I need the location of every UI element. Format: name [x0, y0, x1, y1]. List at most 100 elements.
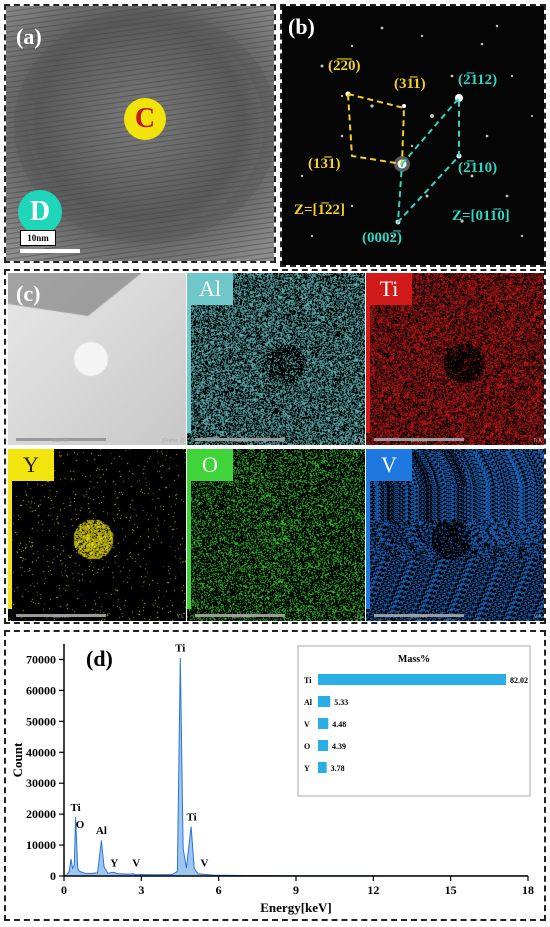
mass-inset-box — [297, 645, 531, 797]
spot-220-label: (2̅2̅0) — [328, 58, 361, 74]
panel-a: (a) C D 10nm — [4, 4, 276, 263]
mass-inset-bar — [318, 696, 331, 707]
panel-d-letter: (d) — [86, 646, 113, 671]
element-label: O — [187, 449, 233, 481]
element-label: V — [366, 449, 412, 481]
scale-label: 100 nm — [231, 614, 249, 620]
zone-axis-left: Z=[1̅22] — [294, 202, 346, 218]
panel-c-letter: (c) — [16, 281, 41, 306]
panel-b-letter: (b) — [288, 14, 315, 39]
scale-label: 100 nm — [52, 438, 70, 444]
spot-0002-label: (0002̅) — [362, 230, 402, 246]
region-d-label: D — [29, 196, 51, 227]
peak-label: V — [201, 858, 209, 870]
eds-map-tile: Y 100 nm Y L — [8, 449, 186, 621]
scale-bar — [195, 614, 285, 617]
peak-label: O — [76, 819, 85, 831]
mass-inset-category: Ti — [304, 676, 312, 685]
color-strip — [8, 481, 12, 609]
element-label: Y — [8, 449, 54, 481]
scale-bar — [374, 438, 464, 441]
scale-label: 100 nm — [52, 614, 70, 620]
mass-inset-value: 82.02 — [510, 676, 528, 685]
peak-label: Ti — [186, 811, 196, 823]
peak-label: Ti — [70, 802, 80, 814]
eds-map-tile: Ti 100 nm Ti K — [366, 273, 544, 445]
x-tick-label: 3 — [138, 883, 144, 897]
panel-a-letter: (a) — [16, 24, 42, 49]
element-label: Ti — [366, 273, 412, 305]
color-strip — [366, 305, 370, 433]
peak-label: Ti — [175, 643, 185, 655]
panel-c: 100 nm (Frame 1) Al 100 nm Al K Ti 100 nm Ti K Y… — [4, 269, 546, 624]
x-tick-label: 0 — [61, 883, 67, 897]
mass-inset-value: 4.48 — [332, 720, 346, 729]
zone-axis-right: Z=[011̅0] — [452, 208, 510, 224]
spot-2112-label: (2̅112) — [458, 72, 498, 88]
x-tick-label: 6 — [216, 883, 222, 897]
scale-bar — [20, 249, 80, 253]
tile-tag: (Frame 1) — [162, 438, 184, 444]
mass-inset-bar — [318, 762, 327, 773]
eds-spectrum-chart: 0 3 6 9 12 15 18 0 10000 20000 30000 40000 50000 6000… — [10, 643, 534, 915]
x-axis-label: Energy[keV] — [260, 900, 332, 915]
y-tick-label: 10000 — [26, 838, 56, 852]
cyan-parallelogram — [396, 95, 460, 225]
y-tick-label: 60000 — [26, 683, 56, 697]
color-strip — [366, 481, 370, 609]
panel-d: 0 3 6 9 12 15 18 0 10000 20000 30000 40000 50000 6000… — [4, 630, 546, 921]
scale-label: 100 nm — [231, 438, 249, 444]
region-d-marker: D — [18, 190, 62, 234]
y-tick-label: 30000 — [26, 776, 56, 790]
scale-bar — [195, 438, 285, 441]
y-tick-label: 0 — [50, 869, 56, 883]
spectrum-line — [63, 657, 528, 877]
scale-bar — [374, 614, 464, 617]
tile-tag: Y L — [176, 614, 184, 620]
scale-bar — [16, 614, 106, 617]
mass-inset-value: 5.33 — [334, 698, 348, 707]
y-tick-label: 70000 — [26, 652, 56, 666]
tile-tag: V K — [533, 614, 542, 620]
peak-label: Y — [110, 858, 118, 870]
diffraction-pattern — [282, 6, 544, 265]
element-label: Al — [187, 273, 233, 305]
tile-tag: Ti K — [533, 438, 542, 444]
mass-inset-bar — [318, 674, 506, 685]
mass-inset-category: V — [304, 720, 310, 729]
scale-bar-box: 10nm — [20, 230, 56, 246]
x-tick-label: 18 — [522, 883, 534, 897]
peak-label: Al — [96, 825, 107, 837]
x-tick-label: 12 — [367, 883, 379, 897]
spot-2110-label: (2̅110) — [458, 160, 498, 176]
mass-inset-value: 3.78 — [331, 764, 345, 773]
color-strip — [187, 481, 191, 609]
mass-inset-category: O — [304, 742, 310, 751]
scale-bar — [16, 438, 106, 441]
region-c-marker: C — [124, 98, 166, 140]
haadf-image — [8, 273, 186, 445]
panel-b: (b) (2̅2̅0) (31̅1) (13̅1) (2̅112) (2̅110… — [280, 4, 546, 267]
color-strip — [187, 305, 191, 433]
region-c-label: C — [134, 103, 156, 134]
mass-inset-category: Al — [304, 698, 313, 707]
mass-inset-bar — [318, 740, 329, 751]
scale-label: 100 nm — [410, 438, 428, 444]
y-tick-label: 20000 — [26, 807, 56, 821]
x-tick-label: 9 — [293, 883, 299, 897]
eds-map-tile: V 100 nm V K — [366, 449, 544, 621]
mass-inset-value: 4.39 — [332, 742, 346, 751]
mass-inset-category: Y — [304, 764, 310, 773]
eds-map-tile: 100 nm (Frame 1) — [8, 273, 186, 445]
scale-label: 100 nm — [410, 614, 428, 620]
eds-map-tile: O 100 nm O K — [187, 449, 365, 621]
mass-inset-title: Mass% — [398, 654, 430, 665]
eds-map-tile: Al 100 nm Al K — [187, 273, 365, 445]
peak-label: V — [132, 858, 140, 870]
y-axis-label: Count — [10, 742, 25, 777]
tile-tag: O K — [354, 614, 363, 620]
spot-311-label: (31̅1) — [394, 76, 426, 92]
mass-inset-bar — [318, 718, 329, 729]
y-tick-label: 50000 — [26, 714, 56, 728]
tile-tag: Al K — [353, 438, 363, 444]
